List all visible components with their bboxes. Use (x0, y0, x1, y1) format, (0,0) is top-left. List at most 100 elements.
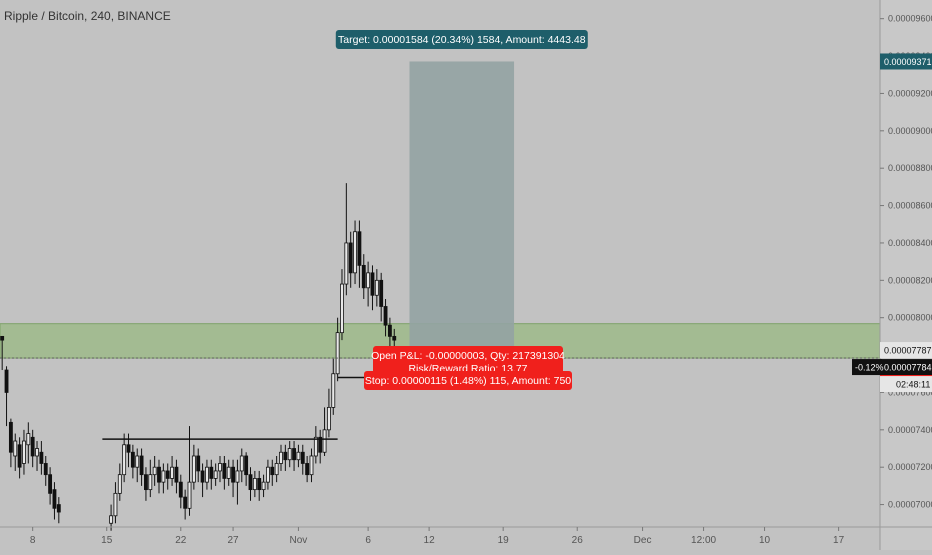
candle (117, 463, 122, 501)
x-tick-label: 10 (759, 535, 771, 546)
stop-label-bg (364, 370, 572, 390)
candle (35, 441, 39, 471)
candle (144, 467, 148, 501)
candle-body (157, 466, 161, 483)
candle (357, 220, 362, 288)
candle-body (183, 496, 188, 509)
candle (122, 433, 127, 483)
candle (340, 269, 344, 341)
candle-body (218, 463, 222, 472)
candle-body (200, 470, 205, 483)
y-tick-label: 0.00007200 (888, 462, 932, 472)
price-tag-target[interactable]: 0.00009371 (880, 53, 932, 70)
candle (213, 463, 218, 486)
candle-body (56, 504, 61, 513)
candle-body (139, 455, 144, 476)
candle-body (248, 474, 253, 491)
candle-body (287, 448, 292, 461)
x-tick-label: 19 (498, 535, 510, 546)
candle-body (35, 448, 39, 457)
candle (383, 299, 388, 337)
candle-body (348, 242, 353, 274)
candle-body (309, 455, 314, 476)
candle-body (117, 474, 122, 494)
candle-body (30, 436, 35, 457)
candle (148, 459, 153, 498)
candle-body (17, 444, 22, 468)
candle-body (196, 455, 201, 472)
candle-body (379, 279, 384, 307)
candle-body (213, 470, 218, 479)
candle-body (300, 451, 305, 464)
candle (4, 366, 9, 427)
y-tick-label: 0.00009600 (888, 14, 932, 24)
y-tick-label: 0.00007000 (888, 500, 932, 510)
target-zone[interactable] (409, 61, 515, 359)
y-tick-label: 0.00009000 (888, 126, 932, 136)
pct-change-text: -0.12% (855, 363, 884, 373)
candle-body (370, 272, 375, 296)
candle-body (39, 451, 44, 464)
price-tag-current[interactable]: 0.00007787 (880, 342, 932, 359)
candle-body (322, 429, 327, 453)
candle-body (161, 470, 166, 483)
x-tick-label: 8 (30, 535, 36, 546)
price-axis[interactable] (880, 0, 932, 550)
candle-body (52, 489, 57, 509)
pnl-label-line: Open P&L: -0.00000003, Qty: 217391304 (371, 350, 565, 362)
candle-body (0, 335, 5, 341)
y-tick-label: 0.00008000 (888, 313, 932, 323)
candle-body (392, 335, 397, 341)
candle-body (26, 433, 31, 446)
candle (139, 448, 144, 486)
candle-body (135, 455, 140, 468)
candle-body (13, 440, 18, 457)
candle-body (4, 369, 9, 393)
candle (283, 444, 288, 471)
y-tick-label: 0.00009200 (888, 88, 932, 98)
candle (379, 272, 384, 322)
x-tick-label: 12:00 (691, 535, 716, 546)
stop-label[interactable]: Stop: 0.00000115 (1.48%) 115, Amount: 75… (364, 370, 572, 390)
y-tick-label: 0.00007400 (888, 425, 932, 435)
target-label-line: Target: 0.00001584 (20.34%) 1584, Amount… (338, 34, 586, 46)
candle-body (209, 466, 214, 479)
candle (370, 265, 375, 311)
candle (387, 317, 392, 348)
candle-body (48, 474, 53, 494)
candle-body (22, 440, 26, 464)
candle-body (335, 332, 340, 375)
candle-body (313, 436, 318, 457)
candle-body (357, 231, 362, 266)
candle (366, 261, 371, 307)
price-tag-entry[interactable]: 0.00007784 (880, 359, 932, 376)
countdown-text: 02:48:11 (896, 380, 930, 390)
candle (222, 455, 227, 490)
candle-body (226, 466, 231, 479)
candle (17, 437, 22, 479)
candle (361, 254, 366, 300)
candle (265, 459, 270, 490)
x-tick-label: 6 (365, 535, 371, 546)
candle (205, 459, 209, 490)
candle (326, 388, 331, 438)
candle-body (340, 283, 344, 334)
candle (157, 459, 161, 494)
candle (209, 459, 214, 490)
x-tick-label: 15 (101, 535, 113, 546)
x-tick-label: 27 (228, 535, 240, 546)
candle-body (231, 466, 235, 483)
pnl-label-bg (373, 346, 563, 379)
candle (374, 269, 379, 307)
target-label-bg (335, 30, 588, 49)
candle-body (109, 515, 114, 524)
candle (287, 441, 292, 468)
y-tick-label: 0.00008600 (888, 201, 932, 211)
candle (292, 441, 296, 471)
countdown-bg (880, 376, 932, 393)
target-label[interactable]: Target: 0.00001584 (20.34%) 1584, Amount… (335, 30, 588, 49)
candle-body (257, 478, 262, 491)
candle-body (239, 455, 244, 472)
